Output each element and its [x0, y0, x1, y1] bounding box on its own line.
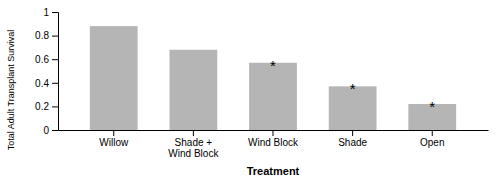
x-tick: Wind Block — [248, 130, 299, 148]
annotation: * — [350, 80, 356, 97]
tick-mark — [52, 130, 58, 131]
tick-label-line: Shade + — [175, 137, 213, 148]
x-axis: WillowShade +Wind BlockWind BlockShadeOp… — [59, 130, 489, 159]
axis-line — [52, 13, 59, 131]
tick-label: 1 — [43, 7, 49, 18]
tick-label: 0.6 — [35, 54, 49, 65]
annotation: * — [429, 98, 435, 115]
y-tick: 0.6 — [35, 54, 58, 65]
y-tick: 0.4 — [35, 78, 58, 89]
bars — [90, 26, 456, 130]
y-axis: 0 0.2 0.4 0.6 0.8 1 — [35, 7, 58, 136]
bar — [169, 50, 217, 130]
tick-mark — [52, 106, 58, 107]
tick-mark — [52, 83, 58, 84]
tick-label-line: Shade — [338, 137, 367, 148]
tick-mark — [113, 130, 114, 136]
x-tick: Shade — [338, 130, 367, 148]
annotations: * * * — [270, 57, 435, 115]
tick-label: Shade +Wind Block — [168, 137, 219, 159]
tick-label-line: Wind Block — [168, 148, 219, 159]
tick-label-line: Willow — [99, 137, 129, 148]
tick-mark — [52, 59, 58, 60]
x-axis-title: Treatment — [247, 165, 300, 177]
y-tick: 1 — [43, 7, 58, 18]
x-tick: Open — [420, 130, 444, 148]
tick-mark — [273, 130, 274, 136]
plot: 00.20.40.60.81WillowShade +Wind BlockWin… — [35, 7, 488, 159]
y-tick: 0 — [43, 125, 58, 136]
tick-label: Shade — [338, 137, 367, 148]
y-tick: 0.8 — [35, 30, 58, 41]
y-tick: 0.2 — [35, 101, 58, 112]
x-tick: Willow — [99, 130, 129, 148]
tick-mark — [352, 130, 353, 136]
tick-label: 0.4 — [35, 78, 49, 89]
tick-mark — [52, 12, 58, 13]
bar — [90, 26, 138, 130]
chart: 00.20.40.60.81WillowShade +Wind BlockWin… — [0, 0, 500, 180]
tick-label-line: Wind Block — [248, 137, 299, 148]
tick-label-line: Open — [420, 137, 444, 148]
y-axis-title: Total Adult Transplant Survival — [6, 30, 16, 151]
tick-mark — [432, 130, 433, 136]
x-tick: Shade +Wind Block — [168, 130, 219, 159]
tick-mark — [193, 130, 194, 136]
tick-label: 0.2 — [35, 101, 49, 112]
tick-mark — [52, 36, 58, 37]
tick-label: Open — [420, 137, 444, 148]
tick-label: 0.8 — [35, 30, 49, 41]
tick-label: Wind Block — [248, 137, 299, 148]
annotation: * — [270, 57, 276, 74]
tick-label: 0 — [43, 125, 49, 136]
tick-label: Willow — [99, 137, 129, 148]
